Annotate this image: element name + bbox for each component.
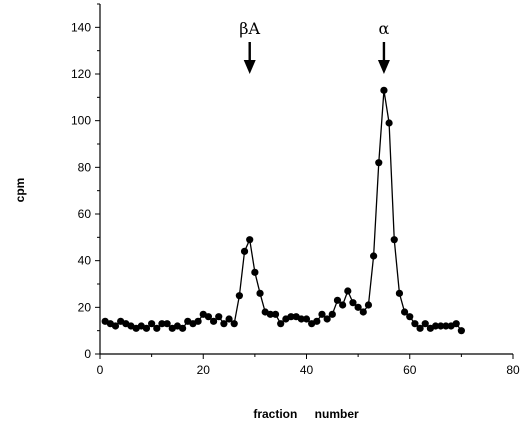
data-point [328,310,336,318]
annotation-arrow-head [243,60,256,74]
annotation-arrow-head [377,60,390,74]
data-point [111,322,120,330]
data-point [163,320,171,328]
data-point [287,313,295,321]
y-tick-label: 60 [78,207,92,221]
data-point [148,320,156,328]
y-tick-label: 80 [78,160,92,174]
data-point [364,301,373,309]
data-point [333,296,342,304]
y-tick-label: 40 [78,254,92,268]
data-point [380,86,388,94]
annotation-label: α [379,19,390,38]
data-point [215,313,223,321]
data-point [442,322,450,330]
data-point [220,320,228,328]
data-point [323,315,331,323]
data-point [153,324,161,332]
data-point [266,310,274,318]
x-tick-label: 80 [506,363,520,377]
data-point [302,315,311,323]
data-point [406,313,414,321]
data-point [452,320,460,328]
y-tick-label: 120 [71,67,91,81]
data-point [359,308,367,316]
y-axis-title: cpm [13,178,27,203]
data-point [385,119,393,127]
data-point [225,315,233,323]
ticks: 0 20 40 60 80 100 120 140 0 20 40 60 80 [71,3,520,377]
data-point [390,236,398,244]
y-tick-label: 0 [84,347,91,361]
x-tick-label: 20 [197,363,211,377]
data-point [277,320,285,328]
data-point [158,320,166,328]
data-point [179,324,187,332]
data-point [375,159,383,167]
data-point [271,310,280,318]
data-point [251,268,259,276]
data-point [416,324,424,332]
data-point [209,317,218,325]
y-tick-label: 100 [71,114,91,128]
annotations: βA α [239,19,390,74]
data-point [235,292,243,300]
data-point [354,303,362,311]
data-point [421,320,429,328]
data-point [318,310,326,318]
series-line [104,90,462,332]
data-point [395,289,404,297]
annotation-label: βA [239,19,260,38]
data-point [457,327,465,335]
data-point [240,247,249,255]
data-point [437,322,445,330]
series [101,86,465,335]
data-point [370,252,378,260]
data-point [411,320,419,328]
x-tick-label: 60 [403,363,417,377]
data-point [297,315,305,323]
data-point [313,317,321,325]
data-point [431,322,440,330]
y-tick-label: 140 [71,20,91,34]
y-tick-label: 20 [78,300,92,314]
data-point [246,236,254,244]
data-point [142,324,151,332]
data-point [339,301,347,309]
data-point [349,299,357,307]
data-point [204,313,213,321]
data-point [400,308,409,316]
data-point [344,287,352,295]
data-point [230,320,238,328]
data-point [194,317,202,325]
data-point [256,289,264,297]
x-tick-label: 0 [97,363,104,377]
x-tick-label: 40 [300,363,314,377]
axes [99,4,513,355]
x-axis-title: fraction number [253,407,359,421]
